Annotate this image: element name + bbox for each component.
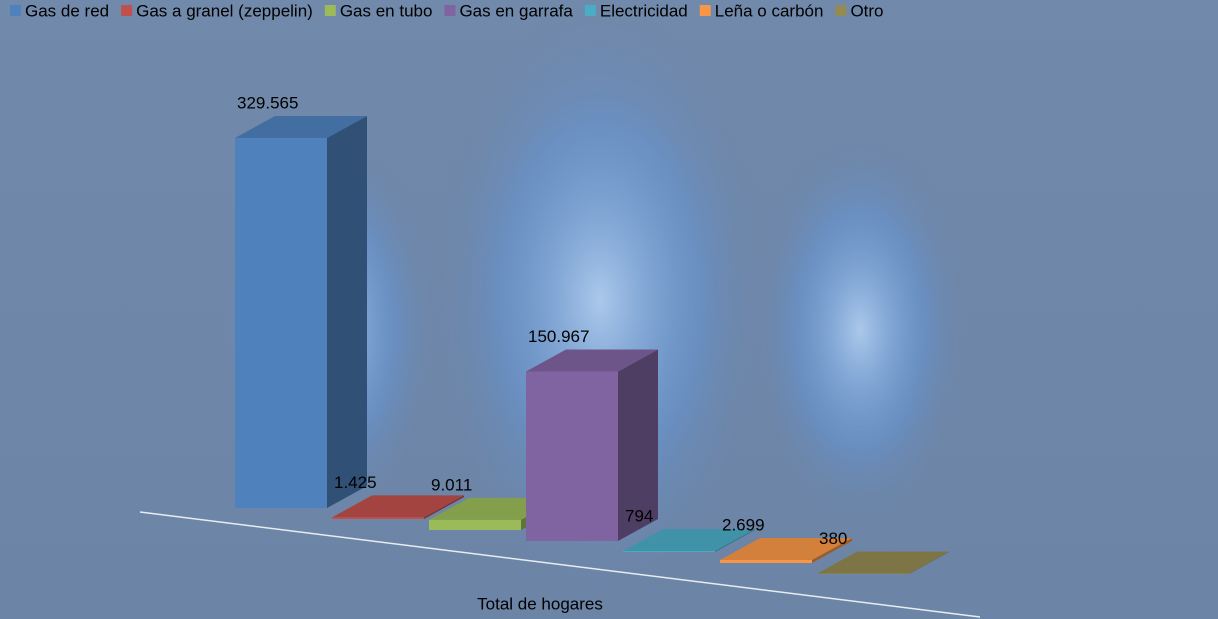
value-label: 2.699 [722,515,765,534]
legend-swatch [444,5,455,16]
value-label: 1.425 [334,473,377,492]
value-label: 380 [819,529,847,548]
bar [235,138,327,508]
bar [817,574,909,575]
legend-swatch [835,5,846,16]
flame-decoration [750,130,970,530]
legend-label: Electricidad [600,1,688,20]
bar [332,517,424,519]
bar-side [327,116,367,508]
bar [623,551,715,552]
value-label: 329.565 [237,93,298,112]
bar [526,372,618,541]
bar [429,520,521,530]
legend-swatch [121,5,132,16]
value-label: 9.011 [431,475,472,494]
legend-label: Otro [850,1,883,20]
legend-swatch [700,5,711,16]
legend-label: Gas a granel (zeppelin) [136,1,313,20]
bar [720,560,812,563]
legend-label: Leña o carbón [715,1,824,20]
legend-label: Gas en tubo [340,1,433,20]
legend-swatch [585,5,596,16]
x-axis-label: Total de hogares [477,594,603,613]
value-label: 150.967 [528,327,589,346]
legend-swatch [10,5,21,16]
legend-swatch [325,5,336,16]
page: Total de hogares Gas de red Gas a granel … [0,0,1218,619]
value-label: 794 [625,507,653,526]
chart: Total de hogares Gas de red Gas a granel … [0,0,1218,619]
legend-label: Gas de red [25,1,109,20]
legend-label: Gas en garrafa [459,1,573,20]
